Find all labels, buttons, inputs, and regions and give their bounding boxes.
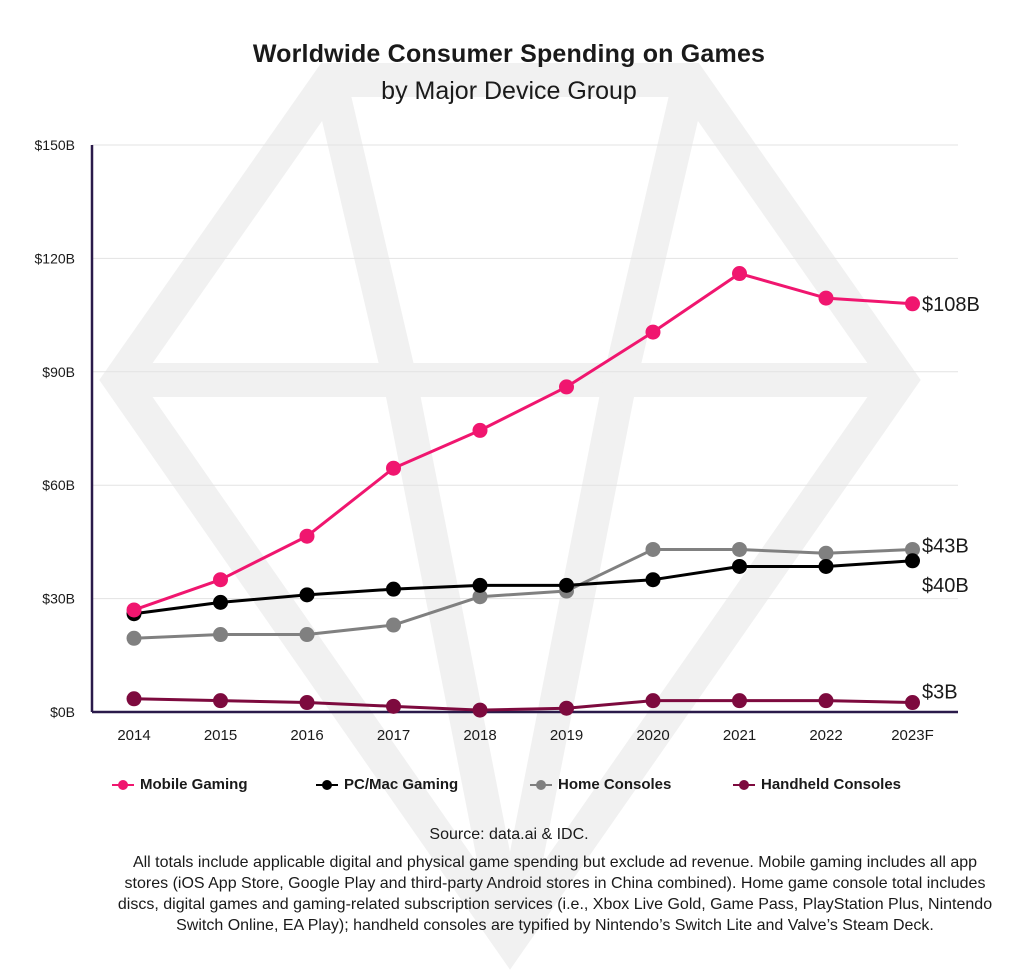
y-tick-label: $90B [42, 364, 75, 380]
legend-swatch-pc-mac-gaming [316, 779, 338, 791]
data-point [732, 541, 747, 557]
x-tick-label: 2018 [463, 727, 496, 744]
x-tick-label: 2016 [290, 727, 323, 744]
chart-subtitle: by Major Device Group [381, 77, 637, 105]
data-point [386, 460, 401, 476]
data-point [472, 577, 488, 593]
data-point [905, 296, 920, 312]
end-value-label: $40B [922, 575, 969, 597]
data-point [818, 290, 834, 306]
data-point [299, 528, 315, 544]
end-value-label: $108B [922, 294, 980, 316]
data-point [818, 545, 834, 561]
data-point [732, 558, 747, 574]
x-tick-label: 2023F [891, 727, 934, 744]
data-point [645, 541, 661, 557]
legend-label: Handheld Consoles [761, 776, 902, 793]
data-point [299, 695, 315, 711]
data-point [299, 587, 315, 603]
x-tick-label: 2021 [723, 727, 756, 744]
data-point [905, 541, 920, 557]
y-tick-label: $0B [50, 704, 75, 720]
data-point [386, 617, 401, 633]
data-point [299, 627, 315, 643]
data-point [213, 594, 228, 610]
chart-legend: Mobile Gaming PC/Mac Gaming Home Console… [0, 776, 1018, 798]
end-value-label: $43B [922, 535, 969, 557]
legend-item-handheld-consoles: Handheld Consoles [733, 776, 901, 793]
end-value-label: $3B [922, 682, 958, 704]
data-point [386, 581, 401, 597]
footnote-text: All totals include applicable digital an… [117, 854, 993, 934]
legend-label: Mobile Gaming [140, 776, 248, 793]
data-point [732, 266, 747, 282]
data-point [732, 693, 747, 709]
series-line [133, 559, 913, 616]
data-point [645, 693, 661, 709]
y-tick-label: $30B [42, 591, 75, 607]
data-point [559, 700, 574, 716]
legend-item-pc-mac-gaming: PC/Mac Gaming [316, 776, 458, 793]
data-point [472, 702, 488, 718]
y-tick-label: $150B [35, 137, 75, 153]
y-tick-label: $120B [35, 250, 75, 266]
data-point [905, 695, 920, 711]
data-point [213, 627, 228, 643]
series-line [133, 547, 913, 640]
x-tick-label: 2019 [550, 727, 583, 744]
data-point [126, 691, 142, 707]
data-point [645, 572, 661, 588]
chart-title: Worldwide Consumer Spending on Games [252, 40, 766, 68]
data-point [559, 577, 574, 593]
y-tick-label: $60B [42, 477, 75, 493]
series-line [133, 272, 913, 612]
x-tick-label: 2014 [117, 727, 150, 744]
legend-label: Home Consoles [558, 776, 672, 793]
data-point [472, 589, 488, 605]
data-point [126, 602, 142, 618]
data-point [213, 693, 228, 709]
legend-swatch-handheld-consoles [733, 779, 755, 791]
series-line [133, 697, 913, 712]
legend-item-mobile-gaming: Mobile Gaming [112, 776, 248, 793]
source-note: Source: data.ai & IDC. [429, 826, 589, 843]
data-point [472, 422, 488, 438]
legend-item-home-consoles: Home Consoles [530, 776, 671, 793]
data-point [818, 558, 834, 574]
data-point [818, 693, 834, 709]
data-point [559, 379, 574, 395]
data-point [905, 553, 920, 569]
x-tick-label: 2017 [377, 727, 410, 744]
legend-label: PC/Mac Gaming [344, 776, 459, 793]
legend-swatch-home-consoles [530, 779, 552, 791]
legend-swatch-mobile-gaming [112, 779, 134, 791]
x-tick-label: 2015 [204, 727, 237, 744]
x-tick-label: 2022 [809, 727, 842, 744]
data-point [386, 698, 401, 714]
data-point [645, 324, 661, 340]
data-point [213, 572, 228, 588]
data-point [126, 630, 142, 646]
x-tick-label: 2020 [636, 727, 669, 744]
